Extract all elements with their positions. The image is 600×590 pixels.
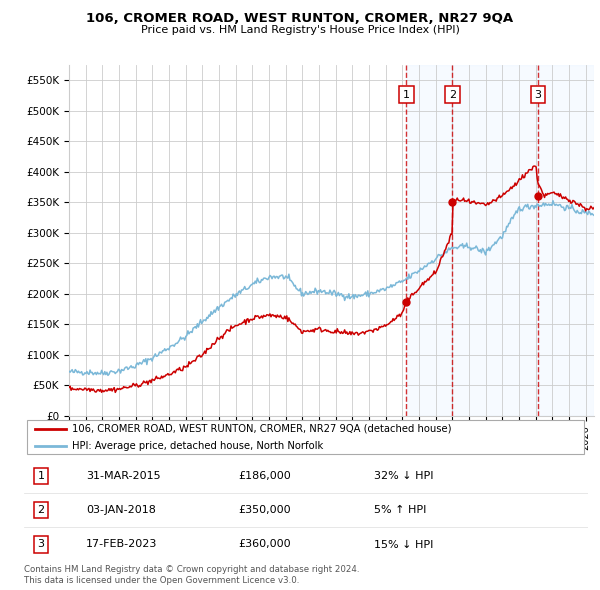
Text: £360,000: £360,000	[238, 539, 291, 549]
FancyBboxPatch shape	[27, 420, 584, 454]
Text: £186,000: £186,000	[238, 471, 291, 481]
Text: 15% ↓ HPI: 15% ↓ HPI	[374, 539, 433, 549]
Text: 17-FEB-2023: 17-FEB-2023	[86, 539, 157, 549]
Text: 2: 2	[449, 90, 456, 100]
Text: 106, CROMER ROAD, WEST RUNTON, CROMER, NR27 9QA: 106, CROMER ROAD, WEST RUNTON, CROMER, N…	[86, 12, 514, 25]
Text: 3: 3	[534, 90, 541, 100]
Bar	[452, 65, 538, 416]
Text: 31-MAR-2015: 31-MAR-2015	[86, 471, 161, 481]
Text: HPI: Average price, detached house, North Norfolk: HPI: Average price, detached house, Nort…	[72, 441, 323, 451]
Text: £350,000: £350,000	[238, 505, 291, 515]
Bar	[538, 65, 594, 416]
Text: 03-JAN-2018: 03-JAN-2018	[86, 505, 156, 515]
Text: 1: 1	[37, 471, 44, 481]
Text: 1: 1	[403, 90, 410, 100]
Text: 3: 3	[37, 539, 44, 549]
Text: 106, CROMER ROAD, WEST RUNTON, CROMER, NR27 9QA (detached house): 106, CROMER ROAD, WEST RUNTON, CROMER, N…	[72, 424, 451, 434]
Text: Price paid vs. HM Land Registry's House Price Index (HPI): Price paid vs. HM Land Registry's House …	[140, 25, 460, 35]
Text: 32% ↓ HPI: 32% ↓ HPI	[374, 471, 433, 481]
Text: 5% ↑ HPI: 5% ↑ HPI	[374, 505, 426, 515]
Text: Contains HM Land Registry data © Crown copyright and database right 2024.
This d: Contains HM Land Registry data © Crown c…	[24, 565, 359, 585]
Bar	[406, 65, 452, 416]
Text: 2: 2	[37, 505, 44, 515]
